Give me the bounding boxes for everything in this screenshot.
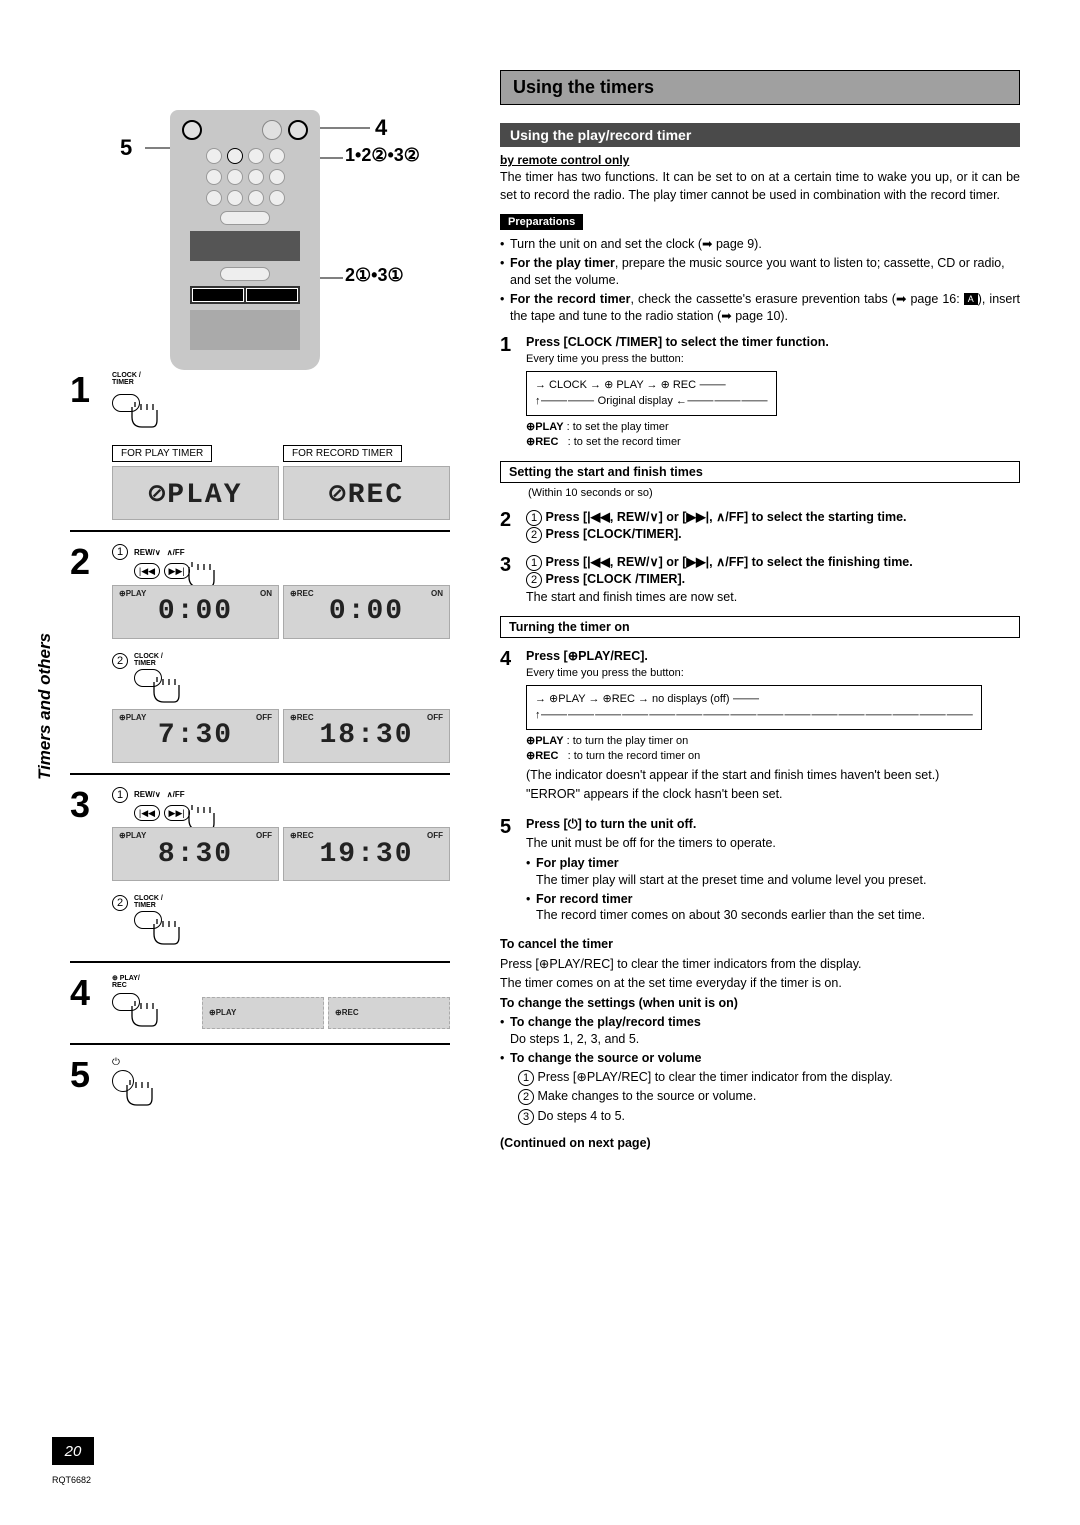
right-step-2: 2 1 Press [|◀◀, REW/∨] or [▶▶|, ∧/FF] to… [500, 509, 1020, 544]
for-play-label: FOR PLAY TIMER [112, 445, 212, 462]
remote-btn [288, 120, 308, 140]
rew-label: REW/∨ [134, 548, 161, 557]
lcd-display: ⊕PLAYOFF 7:30 [112, 709, 279, 763]
within-10-note: (Within 10 seconds or so) [528, 487, 1020, 499]
lcd-play: ⊘PLAY [112, 466, 279, 520]
right-step-1: 1 Press [CLOCK /TIMER] to select the tim… [500, 334, 1020, 450]
hand-icon [149, 677, 189, 712]
rew-label: REW/∨ [134, 790, 161, 799]
callout-5: 5 [120, 135, 132, 161]
flow-diagram-1: → CLOCK → ⊕ PLAY → ⊕ REC ⸻ ↑⸻⸻ Original … [526, 371, 777, 416]
right-text-column: Using the timers Using the play/record t… [480, 70, 1020, 1155]
setting-times-heading: Setting the start and finish times [500, 461, 1020, 483]
power-btn-icon [182, 120, 202, 140]
remote-only-note: by remote control only [500, 153, 1020, 167]
left-diagram-column: 5 4 1•2②•3② 2①•3① [70, 70, 450, 1155]
lcd-play-small: ⊕PLAY [202, 997, 324, 1029]
right-step-5: 5 Press [⏻] to turn the unit off. The un… [500, 816, 1020, 927]
intro-text: The timer has two functions. It can be s… [500, 169, 1020, 204]
substep-1: 1 [112, 787, 128, 803]
right-step-3: 3 1 Press [|◀◀, REW/∨] or [▶▶|, ∧/FF] to… [500, 554, 1020, 607]
callout-123: 1•2②•3② [345, 145, 420, 166]
sub-title: Using the play/record timer [500, 123, 1020, 147]
box-a-icon: A [964, 293, 978, 305]
substep-1: 1 [112, 544, 128, 560]
turning-on-heading: Turning the timer on [500, 616, 1020, 638]
clock-timer-label: CLOCK / TIMER [112, 372, 141, 386]
cancel-text: Press [⊕PLAY/REC] to clear the timer ind… [500, 956, 1020, 974]
step-number: 5 [70, 1057, 100, 1110]
left-step-2: 2 1 REW/∨ ∧/FF |◀◀ ▶▶| ⊕PLAYON 0:00 ⊕REC… [70, 530, 450, 773]
preparations-label: Preparations [500, 214, 583, 230]
substep-2: 2 [112, 895, 128, 911]
lcd-display: ⊕PLAYOFF 8:30 [112, 827, 279, 881]
step-number: 3 [70, 787, 100, 952]
step-number: 2 [70, 544, 100, 763]
callout-23: 2①•3① [345, 265, 404, 286]
remote-btn [262, 120, 282, 140]
prep-item: Turn the unit on and set the clock (➡ pa… [500, 236, 1020, 253]
lcd-rec-small: ⊕REC [328, 997, 450, 1029]
rew-button-icon: |◀◀ [134, 563, 160, 579]
left-step-5: 5 ⏻ [70, 1043, 450, 1120]
callout-4: 4 [375, 115, 387, 141]
change-times-item: To change the play/record timesDo steps … [500, 1014, 1020, 1048]
right-step-4: 4 Press [⊕PLAY/REC]. Every time you pres… [500, 648, 1020, 805]
prep-item: For the record timer, check the cassette… [500, 291, 1020, 325]
page-number: 20 [52, 1437, 94, 1465]
rew-button-icon: |◀◀ [134, 805, 160, 821]
play-rec-label: ⊕ PLAY/ REC [112, 975, 140, 989]
doc-code: RQT6682 [52, 1475, 91, 1485]
lcd-display: ⊕RECOFF 19:30 [283, 827, 450, 881]
hand-icon [122, 1080, 162, 1115]
change-source-item: To change the source or volume [500, 1050, 1020, 1067]
step-number: 1 [70, 372, 100, 520]
lcd-display: ⊕PLAYON 0:00 [112, 585, 279, 639]
clock-timer-label: CLOCK / TIMER [134, 895, 163, 909]
timer-everyday-note: The timer comes on at the set time every… [500, 975, 1020, 993]
page-container: 5 4 1•2②•3② 2①•3① [0, 0, 1080, 1185]
hand-icon [127, 402, 167, 437]
ff-label: ∧/FF [167, 790, 185, 799]
flow-diagram-2: → ⊕PLAY → ⊕REC → no displays (off) ⸻ ↑⸻⸻… [526, 685, 982, 730]
clock-timer-label: CLOCK / TIMER [134, 653, 163, 667]
prep-item: For the play timer, prepare the music so… [500, 255, 1020, 289]
power-label: ⏻ [112, 1057, 450, 1068]
for-record-label: FOR RECORD TIMER [283, 445, 402, 462]
left-step-4: 4 ⊕ PLAY/ REC ⊕PLAY ⊕REC [70, 961, 450, 1043]
change-settings-heading: To change the settings (when unit is on) [500, 996, 738, 1010]
ff-label: ∧/FF [167, 548, 185, 557]
hand-icon [127, 1001, 167, 1036]
lcd-rec: ⊘REC [283, 466, 450, 520]
hand-icon [149, 919, 189, 954]
left-step-1: 1 CLOCK / TIMER FOR PLAY TIMER ⊘PLAY FOR… [70, 360, 450, 530]
left-step-3: 3 1 REW/∨ ∧/FF |◀◀ ▶▶| ⊕PLAYOFF 8:30 ⊕RE… [70, 773, 450, 962]
remote-body [170, 110, 320, 370]
substep-2: 2 [112, 653, 128, 669]
lcd-display: ⊕RECON 0:00 [283, 585, 450, 639]
continued-note: (Continued on next page) [500, 1136, 651, 1150]
remote-diagram: 5 4 1•2②•3② 2①•3① [70, 70, 450, 360]
step-number: 4 [70, 975, 100, 1033]
lcd-display: ⊕RECOFF 18:30 [283, 709, 450, 763]
main-title: Using the timers [500, 70, 1020, 105]
cancel-heading: To cancel the timer [500, 937, 613, 951]
